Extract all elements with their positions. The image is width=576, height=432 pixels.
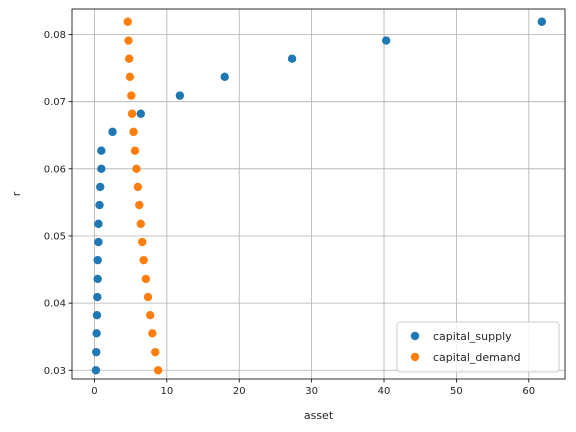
point-capital-supply <box>93 255 102 265</box>
point-capital-demand <box>135 200 144 210</box>
x-tick-label: 60 <box>522 386 535 397</box>
point-capital-supply <box>96 182 105 192</box>
point-capital-demand <box>138 237 147 247</box>
point-capital-demand <box>124 54 134 63</box>
point-capital-demand <box>124 36 133 45</box>
point-capital-demand <box>143 292 153 302</box>
point-capital-demand <box>148 329 157 338</box>
point-capital-supply <box>92 311 102 320</box>
point-capital-demand <box>123 17 132 26</box>
x-tick-label: 50 <box>450 386 463 397</box>
y-tick-label: 0.07 <box>44 97 66 108</box>
x-tick-label: 30 <box>305 386 318 397</box>
point-capital-supply <box>92 329 101 338</box>
point-capital-demand <box>151 347 160 357</box>
point-capital-supply <box>136 109 145 118</box>
point-capital-demand <box>136 219 145 229</box>
x-tick-label: 20 <box>233 386 246 397</box>
point-capital-demand <box>127 91 136 100</box>
point-capital-supply <box>97 146 106 155</box>
point-capital-demand <box>133 182 143 192</box>
legend-label-capital-demand: capital_demand <box>433 351 521 364</box>
x-tick-label: 40 <box>378 386 391 397</box>
data-points <box>91 17 547 375</box>
y-tick-label: 0.04 <box>44 299 66 310</box>
point-capital-demand <box>125 72 135 82</box>
point-capital-demand <box>129 127 138 137</box>
point-capital-supply <box>92 347 101 357</box>
point-capital-demand <box>130 146 140 155</box>
point-capital-supply <box>381 36 391 45</box>
legend-marker-capital-supply <box>410 331 420 341</box>
plot-frame <box>71 8 566 380</box>
point-capital-demand <box>132 164 141 174</box>
y-tick-label: 0.08 <box>44 30 66 41</box>
y-tick-label: 0.03 <box>44 366 66 377</box>
point-capital-supply <box>93 274 102 284</box>
y-tick-label: 0.05 <box>44 231 66 242</box>
point-capital-supply <box>97 164 106 174</box>
point-capital-supply <box>287 54 297 63</box>
point-capital-demand <box>127 109 137 118</box>
point-capital-demand <box>145 311 155 320</box>
point-capital-demand <box>153 366 163 375</box>
point-capital-supply <box>108 127 117 137</box>
grid-lines <box>72 9 565 379</box>
point-capital-supply <box>95 200 104 210</box>
point-capital-demand <box>141 274 151 284</box>
legend: capital_supply capital_demand <box>396 321 560 373</box>
legend-marker-capital-demand <box>410 352 420 362</box>
legend-label-capital-supply: capital_supply <box>433 330 512 343</box>
x-tick-label: 10 <box>160 386 173 397</box>
y-axis-ticks: 0.03 0.04 0.05 0.06 0.07 0.08 <box>44 30 72 377</box>
point-capital-supply <box>175 91 185 100</box>
point-capital-supply <box>94 219 103 229</box>
point-capital-supply <box>91 366 101 375</box>
x-axis-label: asset <box>304 409 334 422</box>
legend-box <box>396 321 560 373</box>
point-capital-supply <box>93 292 102 302</box>
point-capital-supply <box>220 72 229 82</box>
point-capital-supply <box>94 237 103 247</box>
point-capital-demand <box>139 255 148 265</box>
y-axis-label: r <box>10 191 23 196</box>
x-tick-label: 0 <box>91 386 97 397</box>
y-tick-label: 0.06 <box>44 164 66 175</box>
point-capital-supply <box>537 17 547 26</box>
x-axis-ticks: 0 10 20 30 40 50 60 <box>91 379 535 397</box>
